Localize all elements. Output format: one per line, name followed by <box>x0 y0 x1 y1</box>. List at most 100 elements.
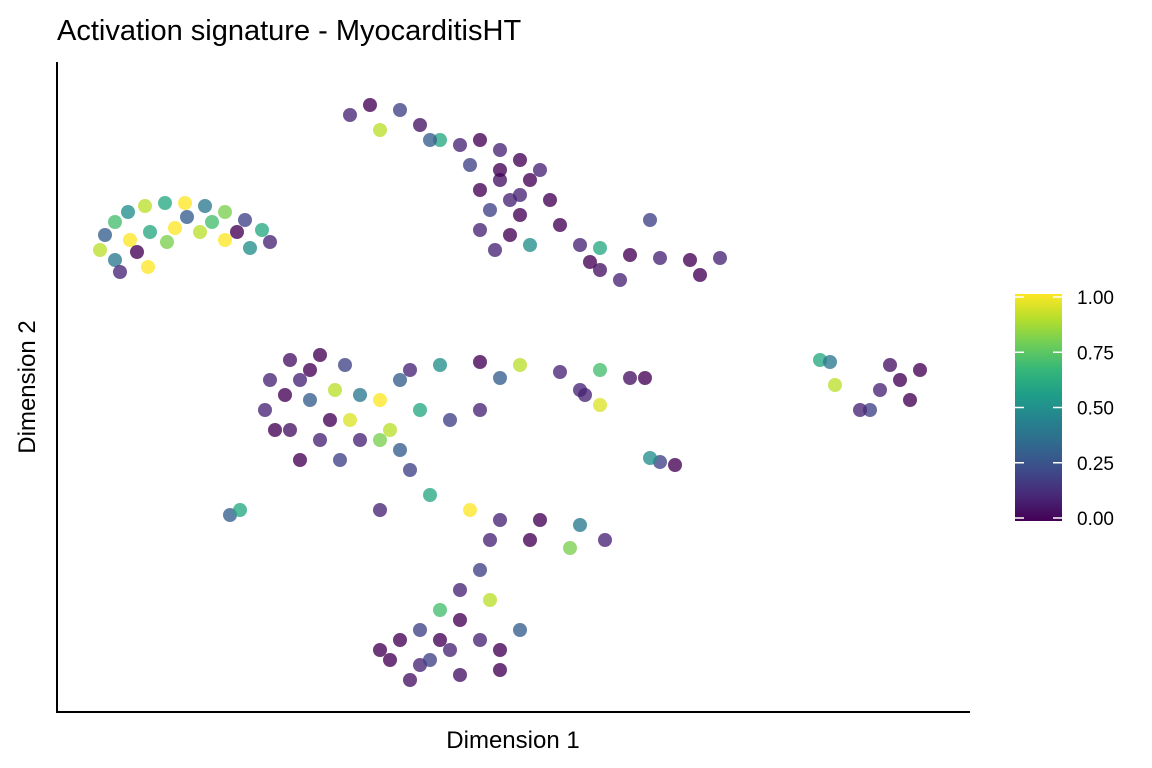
point <box>593 241 607 255</box>
point <box>433 133 447 147</box>
point <box>121 205 135 219</box>
point <box>268 423 282 437</box>
point <box>463 158 477 172</box>
point <box>373 643 387 657</box>
point <box>493 643 507 657</box>
point <box>218 205 232 219</box>
point <box>873 383 887 397</box>
point <box>593 263 607 277</box>
point <box>473 633 487 647</box>
point <box>453 613 467 627</box>
point <box>108 253 122 267</box>
point <box>383 653 397 667</box>
point <box>343 413 357 427</box>
point <box>313 348 327 362</box>
point <box>338 358 352 372</box>
point <box>433 358 447 372</box>
x-axis-label: Dimension 1 <box>446 727 579 754</box>
point <box>393 103 407 117</box>
point <box>403 673 417 687</box>
point <box>578 388 592 402</box>
point <box>108 215 122 229</box>
point <box>623 248 637 262</box>
point <box>180 210 194 224</box>
point <box>483 533 497 547</box>
point <box>193 225 207 239</box>
point <box>443 413 457 427</box>
colorbar-tick-label: 0.75 <box>1077 343 1114 364</box>
point <box>893 373 907 387</box>
point <box>141 260 155 274</box>
point <box>93 243 107 257</box>
point <box>523 238 537 252</box>
point <box>243 241 257 255</box>
point <box>353 388 367 402</box>
colorbar-tick-label: 0.50 <box>1077 399 1114 420</box>
colorbar-tick-label: 0.25 <box>1077 454 1114 475</box>
point <box>303 363 317 377</box>
point <box>393 443 407 457</box>
point <box>373 503 387 517</box>
point <box>383 423 397 437</box>
point <box>513 623 527 637</box>
point <box>263 235 277 249</box>
point <box>483 593 497 607</box>
point <box>433 603 447 617</box>
point <box>303 393 317 407</box>
point <box>523 533 537 547</box>
point <box>493 143 507 157</box>
point <box>413 118 427 132</box>
point <box>543 193 557 207</box>
point <box>513 153 527 167</box>
point <box>553 365 567 379</box>
point <box>423 133 437 147</box>
point <box>493 163 507 177</box>
point <box>353 433 367 447</box>
point <box>218 233 232 247</box>
point <box>283 423 297 437</box>
point <box>523 173 537 187</box>
point <box>638 371 652 385</box>
point <box>713 251 727 265</box>
point <box>263 373 277 387</box>
point <box>393 373 407 387</box>
point <box>693 268 707 282</box>
point <box>373 393 387 407</box>
point <box>668 458 682 472</box>
point <box>238 213 252 227</box>
point <box>683 253 697 267</box>
point <box>453 583 467 597</box>
point <box>473 183 487 197</box>
point <box>643 451 657 465</box>
point <box>158 196 172 210</box>
point <box>488 243 502 257</box>
point <box>333 453 347 467</box>
point <box>913 363 927 377</box>
points <box>93 98 927 687</box>
point <box>513 358 527 372</box>
point <box>823 355 837 369</box>
point <box>463 503 477 517</box>
point <box>233 503 247 517</box>
colorbar-tick-label: 0.00 <box>1077 509 1114 530</box>
point <box>293 373 307 387</box>
point <box>293 453 307 467</box>
point <box>443 643 457 657</box>
point <box>493 663 507 677</box>
point <box>343 108 357 122</box>
point <box>113 265 127 279</box>
point <box>433 633 447 647</box>
point <box>503 193 517 207</box>
point <box>98 228 112 242</box>
point <box>255 223 269 237</box>
point <box>503 228 517 242</box>
point <box>493 173 507 187</box>
point <box>453 668 467 682</box>
point <box>593 363 607 377</box>
chart-title: Activation signature - MyocarditisHT <box>57 15 521 47</box>
point <box>138 199 152 213</box>
point <box>623 371 637 385</box>
point <box>573 518 587 532</box>
point <box>573 238 587 252</box>
